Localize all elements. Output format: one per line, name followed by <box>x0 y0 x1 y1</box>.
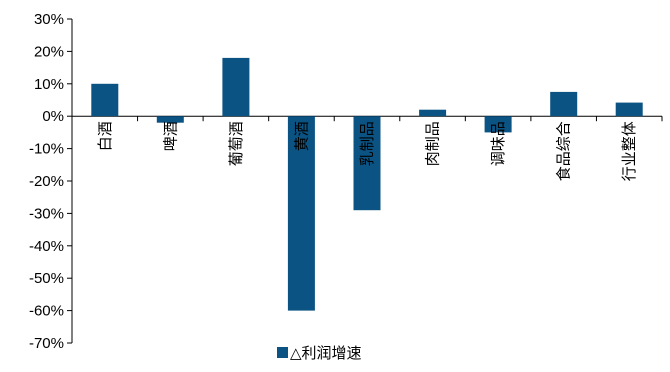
y-tick-label: -70% <box>29 335 64 352</box>
bar-8 <box>615 102 643 117</box>
category-label: 调味品 <box>490 121 507 166</box>
y-tick-label: 10% <box>34 76 64 93</box>
y-tick-label: 30% <box>34 11 64 28</box>
bar-0 <box>91 83 119 117</box>
category-label: 行业整体 <box>621 121 638 181</box>
y-tick-label: -10% <box>29 141 64 158</box>
legend: △利润增速 <box>277 345 362 362</box>
bar-6 <box>484 116 512 133</box>
category-labels: 白酒 啤酒 葡萄酒 黄酒 乳制品 肉制品 调味品 食品综合 行业整体 <box>97 121 638 181</box>
bar-4 <box>353 116 381 211</box>
y-tick-label: 20% <box>34 43 64 60</box>
y-tick-label: -30% <box>29 205 64 222</box>
category-label: 黄酒 <box>293 121 310 151</box>
category-label: 食品综合 <box>556 121 573 181</box>
bar-7 <box>550 91 578 117</box>
bar-2 <box>222 57 250 117</box>
bar-3 <box>287 116 315 311</box>
category-label: 肉制品 <box>425 121 442 166</box>
category-label: 啤酒 <box>162 121 179 151</box>
bars <box>91 57 643 311</box>
y-tick-label: 0% <box>42 108 64 125</box>
legend-label: △利润增速 <box>290 345 362 362</box>
y-tick-label: -40% <box>29 238 64 255</box>
bar-5 <box>419 109 447 117</box>
category-label: 白酒 <box>97 121 114 151</box>
y-ticks: 30% 20% 10% 0% -10% -20% -30% -40% -50% -60% -70% <box>29 11 64 352</box>
y-tick-label: -50% <box>29 270 64 287</box>
y-tick-label: -20% <box>29 173 64 190</box>
category-label: 葡萄酒 <box>228 121 245 166</box>
legend-swatch <box>277 347 288 358</box>
category-label: 乳制品 <box>359 121 376 166</box>
y-tick-label: -60% <box>29 303 64 320</box>
bar-1 <box>156 116 184 123</box>
